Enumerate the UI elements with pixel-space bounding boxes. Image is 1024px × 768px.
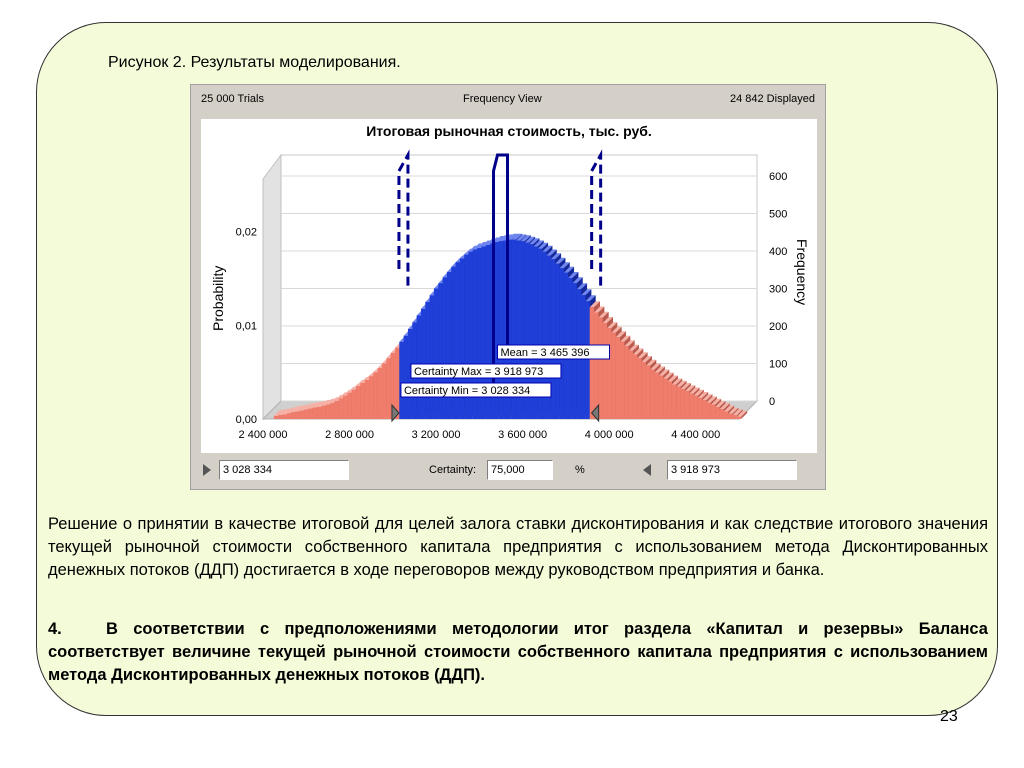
y-left-tick-label: 0,00 — [236, 414, 257, 426]
certainty-input[interactable]: 75,000 — [487, 460, 553, 480]
percent-sign: % — [575, 464, 585, 476]
x-tick-label: 3 200 000 — [412, 429, 461, 441]
y-axis-label-left: Probability — [210, 266, 226, 331]
paragraph-decision: Решение о принятии в качестве итоговой д… — [48, 515, 988, 579]
view-mode[interactable]: Frequency View — [463, 93, 542, 105]
certainty-max-annotation: Certainty Max = 3 918 973 — [410, 363, 562, 379]
x-tick-label: 2 400 000 — [239, 429, 288, 441]
x-tick-label: 3 600 000 — [498, 429, 547, 441]
y-left-tick-label: 0,02 — [236, 227, 257, 239]
figure-caption: Рисунок 2. Результаты моделирования. — [108, 54, 401, 71]
y-right-tick-label: 0 — [769, 396, 775, 408]
certainty-label: Certainty: — [429, 464, 477, 476]
mean-marker — [492, 153, 510, 389]
y-right-tick-label: 200 — [769, 321, 787, 333]
certainty-min-input[interactable]: 3 028 334 — [219, 460, 349, 480]
chart-title: Итоговая рыночная стоимость, тыс. руб. — [366, 123, 652, 139]
y-right-tick-label: 300 — [769, 284, 787, 296]
left-wall — [262, 153, 282, 421]
certainty-max-marker — [590, 149, 603, 289]
x-tick-label: 2 800 000 — [325, 429, 374, 441]
paragraph-point-4: 4. В соответствии с предположениями метод… — [48, 618, 988, 687]
svg-text:Certainty Max = 3 918 973: Certainty Max = 3 918 973 — [414, 366, 543, 378]
trials-count: 25 000 Trials — [201, 93, 264, 105]
svg-text:Certainty Min = 3 028 334: Certainty Min = 3 028 334 — [404, 385, 530, 397]
certainty-max-input[interactable]: 3 918 973 — [667, 460, 797, 480]
x-tick-label: 4 000 000 — [585, 429, 634, 441]
paragraph-number: 4. — [48, 620, 62, 638]
y-right-tick-label: 600 — [769, 171, 787, 183]
y-axis-label-right: Frequency — [794, 239, 810, 305]
y-right-tick-label: 100 — [769, 359, 787, 371]
crystal-ball-window: 25 000 Trials Frequency View 24 842 Disp… — [190, 84, 826, 490]
certainty-min-marker — [397, 149, 410, 289]
x-tick-label: 4 400 000 — [671, 429, 720, 441]
certainty-min-annotation: Certainty Min = 3 028 334 — [400, 382, 552, 398]
page-number: 23 — [940, 708, 958, 725]
min-slider-arrow-icon[interactable] — [203, 464, 211, 476]
certainty-max-handle[interactable] — [590, 403, 600, 423]
certainty-min-handle[interactable] — [391, 403, 400, 423]
displayed-count: 24 842 Displayed — [729, 93, 815, 105]
chart-area: Итоговая рыночная стоимость, тыс. руб. 0… — [201, 119, 817, 453]
y-right-tick-label: 400 — [769, 246, 787, 258]
y-left-tick-label: 0,01 — [236, 320, 257, 332]
max-slider-arrow-icon[interactable] — [643, 464, 651, 476]
histogram-bar — [736, 410, 748, 419]
paragraph-point-4-text: В соответствии с предположениями методол… — [48, 620, 988, 684]
mean-annotation: Mean = 3 465 396 — [497, 344, 611, 360]
svg-text:Mean = 3 465 396: Mean = 3 465 396 — [501, 347, 590, 359]
y-right-tick-label: 500 — [769, 209, 787, 221]
histogram-chart: Итоговая рыночная стоимость, тыс. руб. 0… — [210, 123, 810, 441]
